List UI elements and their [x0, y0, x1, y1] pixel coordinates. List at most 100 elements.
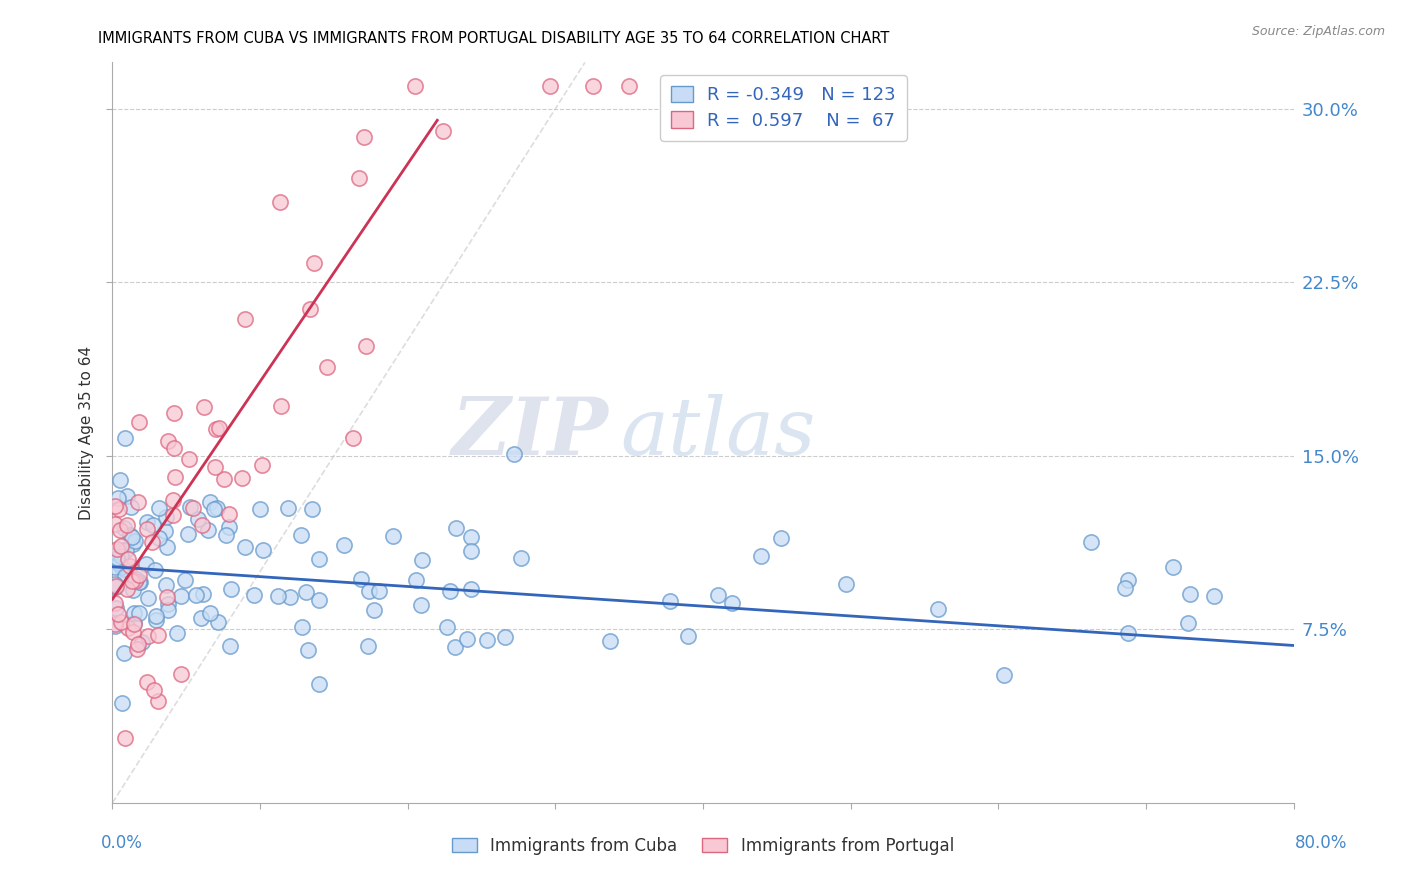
Point — [157, 434, 180, 449]
Point — [104, 616, 127, 631]
Point — [108, 523, 131, 537]
Point — [197, 523, 219, 537]
Point — [120, 500, 142, 515]
Point — [205, 500, 228, 515]
Point — [243, 588, 266, 602]
Point — [110, 615, 132, 629]
Text: Source: ZipAtlas.com: Source: ZipAtlas.com — [1251, 25, 1385, 38]
Legend: R = -0.349   N = 123, R =  0.597    N =  67: R = -0.349 N = 123, R = 0.597 N = 67 — [661, 75, 907, 141]
Text: 80.0%: 80.0% — [1295, 834, 1347, 852]
Point — [1180, 587, 1202, 601]
Point — [118, 559, 141, 574]
Point — [108, 474, 131, 488]
Point — [121, 583, 143, 598]
Point — [411, 598, 433, 612]
Point — [193, 400, 215, 414]
Point — [104, 618, 127, 632]
Point — [269, 194, 291, 209]
Point — [156, 541, 179, 555]
Point — [357, 583, 380, 598]
Point — [456, 632, 478, 647]
Point — [342, 431, 364, 445]
Point — [218, 519, 240, 533]
Point — [252, 543, 274, 558]
Point — [136, 675, 159, 690]
Point — [233, 312, 256, 326]
Point — [155, 510, 177, 524]
Point — [290, 527, 312, 541]
Point — [184, 588, 207, 602]
Point — [436, 620, 458, 634]
Point — [142, 683, 165, 698]
Point — [190, 611, 212, 625]
Point — [291, 619, 314, 633]
Point — [148, 500, 170, 515]
Point — [267, 589, 290, 603]
Text: atlas: atlas — [620, 394, 815, 471]
Point — [721, 596, 744, 610]
Point — [1116, 626, 1139, 640]
Point — [477, 633, 499, 648]
Point — [432, 123, 454, 137]
Point — [117, 621, 139, 635]
Point — [128, 574, 150, 589]
Point — [308, 676, 330, 690]
Point — [404, 78, 426, 93]
Point — [316, 360, 339, 375]
Point — [163, 470, 186, 484]
Point — [128, 568, 150, 582]
Point — [231, 471, 253, 485]
Point — [169, 590, 191, 604]
Point — [599, 634, 621, 648]
Point — [104, 576, 127, 591]
Point — [460, 530, 482, 544]
Point — [131, 635, 153, 649]
Point — [357, 639, 380, 653]
Point — [749, 549, 772, 564]
Point — [219, 582, 242, 597]
Point — [218, 507, 240, 521]
Point — [347, 170, 370, 185]
Point — [128, 606, 150, 620]
Point — [204, 422, 226, 436]
Point — [212, 472, 235, 486]
Point — [219, 639, 242, 653]
Point — [121, 574, 143, 588]
Point — [117, 552, 139, 566]
Point — [105, 580, 128, 594]
Point — [1116, 573, 1139, 587]
Point — [115, 518, 138, 533]
Point — [104, 579, 127, 593]
Point — [215, 528, 238, 542]
Point — [706, 588, 728, 602]
Point — [114, 646, 136, 660]
Text: 0.0%: 0.0% — [101, 834, 143, 852]
Point — [110, 539, 132, 553]
Point — [156, 590, 179, 604]
Point — [162, 508, 184, 523]
Point — [155, 578, 177, 592]
Point — [235, 541, 257, 555]
Point — [298, 302, 321, 317]
Point — [110, 560, 132, 574]
Point — [146, 694, 169, 708]
Point — [354, 339, 377, 353]
Point — [107, 491, 129, 505]
Point — [250, 458, 273, 472]
Point — [278, 591, 301, 605]
Point — [444, 521, 467, 535]
Point — [174, 573, 197, 587]
Point — [114, 731, 136, 745]
Point — [112, 521, 135, 535]
Point — [1114, 581, 1136, 595]
Point — [1177, 615, 1199, 630]
Point — [124, 533, 146, 548]
Point — [308, 593, 330, 607]
Point — [105, 600, 128, 615]
Point — [163, 406, 186, 420]
Point — [170, 666, 193, 681]
Legend: Immigrants from Cuba, Immigrants from Portugal: Immigrants from Cuba, Immigrants from Po… — [446, 830, 960, 862]
Point — [162, 492, 184, 507]
Point — [122, 606, 145, 620]
Point — [121, 530, 143, 544]
